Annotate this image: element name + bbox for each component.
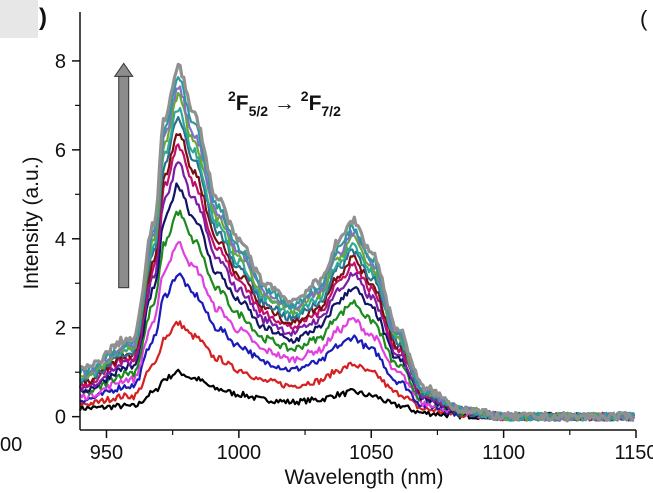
transition-annotation: 2F5/2 → 2F7/2 <box>228 88 341 119</box>
series-line-2 <box>79 320 635 421</box>
x-tick-label: 1150 <box>614 442 653 464</box>
x-tick-label: 1100 <box>482 442 525 464</box>
series-group <box>78 62 636 423</box>
series-line-3 <box>79 272 635 422</box>
trend-arrow-head <box>113 62 134 77</box>
trend-arrow-shaft <box>118 74 130 289</box>
y-tick-label: 0 <box>55 407 66 429</box>
x-tick-label: 950 <box>90 442 123 464</box>
y-tick-label: 4 <box>55 229 66 251</box>
series-line-6 <box>78 182 635 422</box>
y-tick-label: 6 <box>55 140 66 162</box>
x-tick-label: 1050 <box>349 442 394 464</box>
panel-label-fragment-left: ) <box>39 4 47 31</box>
x-tick-label: 1000 <box>217 442 262 464</box>
series-line-15 <box>79 62 635 423</box>
y-tick-label: 8 <box>55 51 66 73</box>
corner-label-box <box>0 0 38 38</box>
y-axis-title: Intensity (a.u.) <box>20 156 43 289</box>
neighbor-tick-fragment: 00 <box>0 434 23 456</box>
x-axis-title: Wavelength (nm) <box>284 466 443 489</box>
y-tick-label: 2 <box>55 318 66 340</box>
panel-label-fragment-right: ( <box>640 6 648 31</box>
